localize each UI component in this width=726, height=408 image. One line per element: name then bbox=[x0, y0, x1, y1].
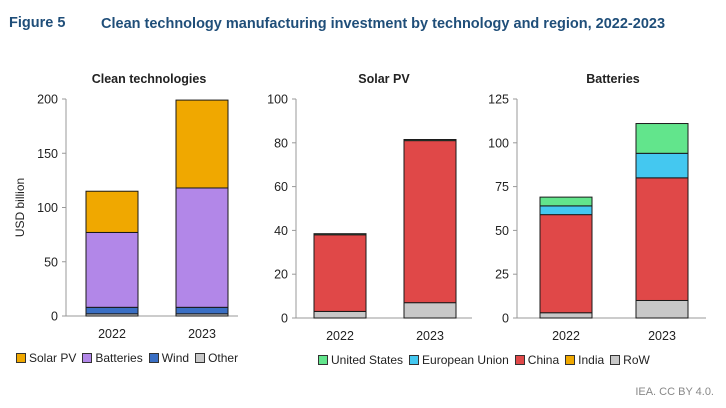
y-tick-label: 200 bbox=[37, 93, 58, 107]
legend-item: Batteries bbox=[82, 351, 143, 365]
bar-segment-united-states bbox=[313, 233, 367, 236]
bar-segment-row bbox=[539, 312, 593, 319]
bar-segment-wind bbox=[175, 306, 229, 315]
legend-swatch bbox=[148, 353, 159, 363]
bar-segment-united-states bbox=[403, 139, 457, 142]
legend-item: European Union bbox=[409, 353, 509, 367]
bar-segment-batteries bbox=[175, 187, 229, 308]
legend-item: Wind bbox=[148, 351, 190, 365]
y-tick-label: 0 bbox=[502, 312, 509, 326]
bar-segment-solar-pv bbox=[175, 99, 229, 189]
x-tick-label: 2022 bbox=[552, 329, 580, 343]
bar-segment-european-union bbox=[635, 152, 689, 179]
credit-text: IEA. CC BY 4.0. bbox=[635, 386, 714, 398]
bar-segment-row bbox=[403, 302, 457, 319]
bar-segment-row bbox=[313, 310, 367, 319]
x-tick-label: 2022 bbox=[326, 329, 354, 343]
legend-item: China bbox=[514, 353, 560, 367]
legend-swatch bbox=[195, 353, 206, 363]
legend-label: China bbox=[527, 353, 560, 367]
legend-item: India bbox=[565, 353, 604, 367]
y-axis-label: USD billion bbox=[13, 178, 27, 237]
bar-segment-united-states bbox=[539, 196, 593, 207]
bar-segment-united-states bbox=[635, 123, 689, 154]
x-tick-label: 2022 bbox=[98, 327, 126, 341]
bar-segment-china bbox=[313, 234, 367, 312]
y-tick-label: 25 bbox=[495, 268, 509, 282]
legend-item: Solar PV bbox=[16, 351, 76, 365]
y-tick-label: 50 bbox=[44, 255, 58, 269]
x-tick-label: 2023 bbox=[188, 327, 216, 341]
legend-swatch bbox=[409, 355, 420, 365]
legend-label: United States bbox=[331, 353, 404, 367]
figure-label: Figure 5 bbox=[9, 15, 66, 31]
legend-item: RoW bbox=[610, 353, 650, 367]
bar-segment-china bbox=[635, 177, 689, 301]
y-tick-label: 75 bbox=[495, 180, 509, 194]
y-tick-label: 60 bbox=[274, 180, 288, 194]
legend-label: India bbox=[578, 353, 605, 367]
x-tick-label: 2023 bbox=[648, 329, 676, 343]
bar-segment-china bbox=[539, 214, 593, 314]
legend-swatch bbox=[565, 355, 576, 365]
legend-label: Wind bbox=[161, 351, 190, 365]
bar-segment-china bbox=[403, 140, 457, 304]
x-tick-label: 2023 bbox=[416, 329, 444, 343]
y-tick-label: 0 bbox=[51, 310, 58, 324]
y-tick-label: 50 bbox=[495, 224, 509, 238]
y-tick-label: 125 bbox=[488, 93, 509, 107]
bar-segment-solar-pv bbox=[85, 190, 139, 233]
legend-label: European Union bbox=[422, 353, 509, 367]
legend-swatch bbox=[82, 353, 93, 363]
legend-label: RoW bbox=[623, 353, 650, 367]
panel-title: Solar PV bbox=[358, 72, 410, 86]
bar-segment-european-union bbox=[539, 205, 593, 216]
y-tick-label: 20 bbox=[274, 268, 288, 282]
legend-swatch bbox=[514, 355, 525, 365]
legend-swatch bbox=[16, 353, 26, 363]
legend-item: United States bbox=[318, 353, 403, 367]
legend-swatch bbox=[610, 355, 621, 365]
y-tick-label: 0 bbox=[281, 312, 288, 326]
legend-label: Batteries bbox=[95, 351, 143, 365]
y-tick-label: 100 bbox=[267, 93, 288, 107]
legend-label: Other bbox=[208, 351, 239, 365]
y-tick-label: 80 bbox=[274, 136, 288, 150]
y-tick-label: 150 bbox=[37, 147, 58, 161]
y-tick-label: 100 bbox=[37, 201, 58, 215]
panel-title: Batteries bbox=[586, 72, 640, 86]
y-tick-label: 40 bbox=[274, 224, 288, 238]
panel-title: Clean technologies bbox=[92, 72, 207, 86]
legend-label: Solar PV bbox=[29, 351, 77, 365]
bar-segment-row bbox=[635, 299, 689, 319]
legend-regions: United States European Union China India RoW bbox=[318, 353, 656, 367]
figure-title: Clean technology manufacturing investmen… bbox=[101, 16, 666, 32]
legend-swatch bbox=[318, 355, 328, 365]
legend-technologies: Solar PV Batteries Wind Other bbox=[16, 351, 244, 365]
y-tick-label: 100 bbox=[488, 136, 509, 150]
bar-segment-wind bbox=[85, 306, 139, 315]
legend-item: Other bbox=[195, 351, 238, 365]
bar-segment-batteries bbox=[85, 231, 139, 308]
